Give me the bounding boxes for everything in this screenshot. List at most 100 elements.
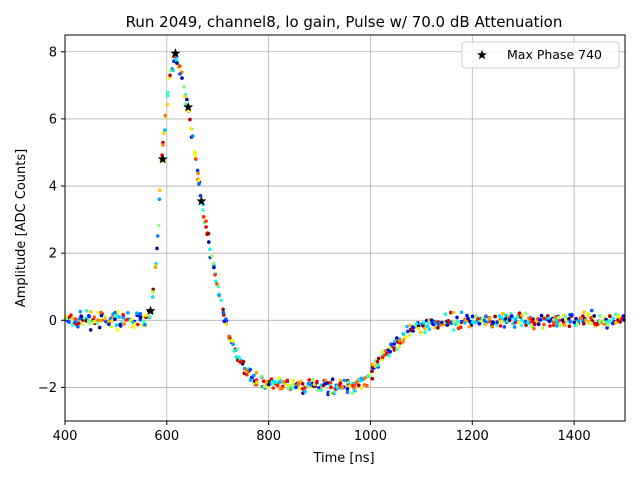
- data-point: [126, 311, 130, 315]
- data-point: [568, 320, 572, 324]
- data-point: [362, 383, 367, 387]
- data-point: [524, 311, 528, 316]
- data-point: [274, 380, 279, 385]
- data-point: [519, 323, 524, 328]
- data-point: [158, 188, 162, 193]
- data-point: [449, 321, 454, 326]
- data-point: [316, 388, 320, 393]
- data-point: [387, 353, 391, 358]
- data-point: [280, 386, 284, 391]
- data-point: [586, 312, 591, 316]
- data-point: [175, 61, 179, 65]
- data-point: [241, 359, 246, 364]
- data-point: [483, 322, 488, 327]
- data-point: [455, 319, 460, 324]
- data-point: [338, 378, 343, 383]
- data-point: [509, 314, 514, 318]
- data-point: [395, 347, 399, 352]
- data-point: [427, 327, 432, 332]
- data-point: [572, 320, 576, 325]
- data-point: [231, 342, 235, 347]
- data-point: [207, 240, 211, 244]
- data-point: [342, 378, 347, 383]
- data-point: [163, 113, 168, 118]
- data-point: [516, 315, 520, 319]
- data-point: [323, 378, 327, 383]
- data-point: [560, 318, 565, 322]
- data-point: [583, 318, 588, 322]
- data-point: [79, 314, 84, 319]
- data-point: [467, 324, 472, 329]
- data-point: [463, 321, 467, 325]
- data-point: [532, 321, 537, 326]
- data-point: [576, 318, 581, 323]
- data-point: [144, 313, 148, 317]
- data-point: [174, 58, 179, 62]
- x-tick-label: 1400: [558, 429, 591, 444]
- y-tick-label: 2: [49, 247, 57, 262]
- data-point: [589, 308, 594, 313]
- data-point: [436, 325, 440, 330]
- data-point: [539, 313, 544, 318]
- data-point: [501, 311, 505, 316]
- data-point: [604, 320, 609, 324]
- data-point: [504, 317, 508, 321]
- data-point: [451, 310, 456, 315]
- data-point: [143, 322, 147, 327]
- data-point: [608, 314, 612, 319]
- data-point: [294, 385, 298, 390]
- data-point: [221, 310, 226, 315]
- data-point: [582, 321, 586, 326]
- data-point: [598, 313, 602, 318]
- data-point: [345, 387, 350, 391]
- data-point: [117, 315, 121, 320]
- data-point: [195, 168, 200, 173]
- data-point: [455, 315, 459, 320]
- x-tick-label: 800: [256, 429, 281, 444]
- data-point: [232, 349, 236, 353]
- data-point: [197, 178, 201, 183]
- data-point: [484, 314, 488, 319]
- data-point: [430, 318, 434, 323]
- data-point: [376, 363, 380, 368]
- data-point: [370, 376, 375, 381]
- data-point: [589, 321, 593, 325]
- data-point: [136, 322, 140, 327]
- data-point: [185, 97, 189, 102]
- data-point: [608, 320, 612, 325]
- data-point: [221, 307, 225, 312]
- data-point: [121, 312, 125, 317]
- data-point: [299, 379, 303, 384]
- data-point: [201, 215, 206, 219]
- data-point: [532, 326, 536, 331]
- data-point: [213, 279, 218, 284]
- data-point: [425, 324, 430, 329]
- data-point: [255, 380, 259, 385]
- data-point: [551, 323, 556, 328]
- data-point: [493, 314, 498, 319]
- data-point: [261, 379, 266, 384]
- data-point: [617, 313, 621, 318]
- data-point: [248, 368, 252, 372]
- data-point: [76, 324, 80, 329]
- data-point: [151, 290, 155, 294]
- data-point: [286, 383, 291, 387]
- data-point: [477, 322, 482, 326]
- data-point: [212, 265, 216, 270]
- data-point: [135, 311, 139, 316]
- data-point: [193, 150, 197, 154]
- data-point: [130, 324, 135, 329]
- data-point: [151, 295, 155, 299]
- data-point: [262, 384, 267, 389]
- data-point: [259, 374, 264, 379]
- data-point: [512, 325, 517, 329]
- data-point: [618, 320, 622, 324]
- data-point: [183, 102, 188, 107]
- data-point: [138, 312, 143, 316]
- legend-label: Max Phase 740: [507, 47, 602, 62]
- data-point: [347, 384, 352, 388]
- data-point: [474, 314, 478, 318]
- data-point: [155, 246, 159, 251]
